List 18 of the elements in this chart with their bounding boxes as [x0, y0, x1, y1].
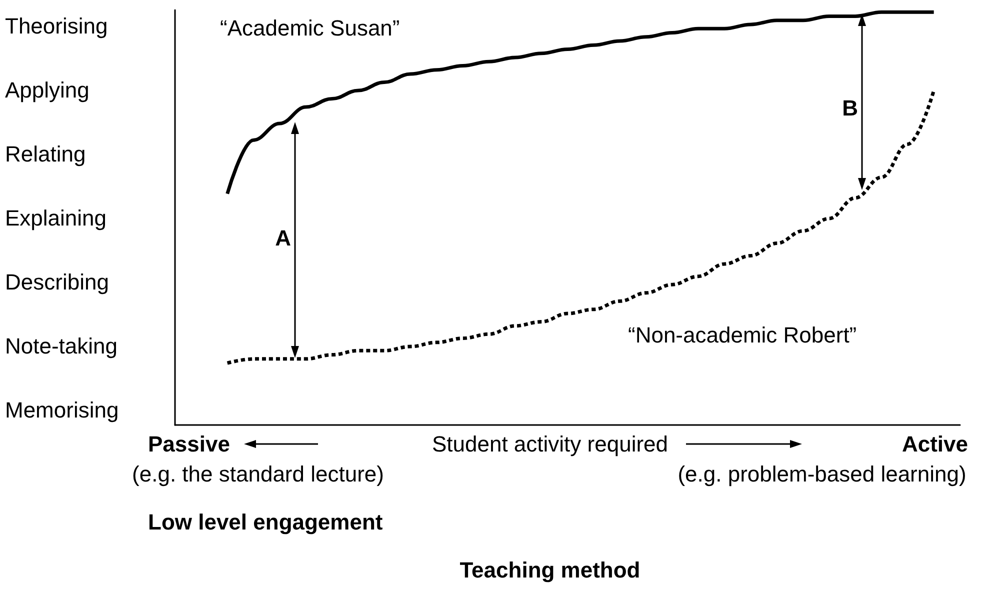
- text: Applying: [5, 78, 90, 102]
- text: Low level engagement: [148, 510, 384, 534]
- text: Memorising: [5, 398, 119, 422]
- text: Note-taking: [5, 334, 118, 358]
- text: Explaining: [5, 206, 107, 230]
- text: (e.g. problem-based learning): [678, 462, 966, 486]
- annotation: B: [842, 96, 858, 120]
- annotation: A: [275, 226, 292, 250]
- text: Relating: [5, 142, 86, 166]
- series-label: “Academic Susan”: [220, 16, 400, 40]
- text: Active: [902, 432, 968, 456]
- text: Passive: [148, 432, 230, 456]
- series-label: “Non-academic Robert”: [628, 322, 857, 348]
- text: Student activity required: [432, 432, 668, 456]
- text: Describing: [5, 270, 109, 294]
- text: Teaching method: [460, 558, 640, 582]
- text: Theorising: [5, 14, 108, 38]
- text: (e.g. the standard lecture): [132, 462, 384, 486]
